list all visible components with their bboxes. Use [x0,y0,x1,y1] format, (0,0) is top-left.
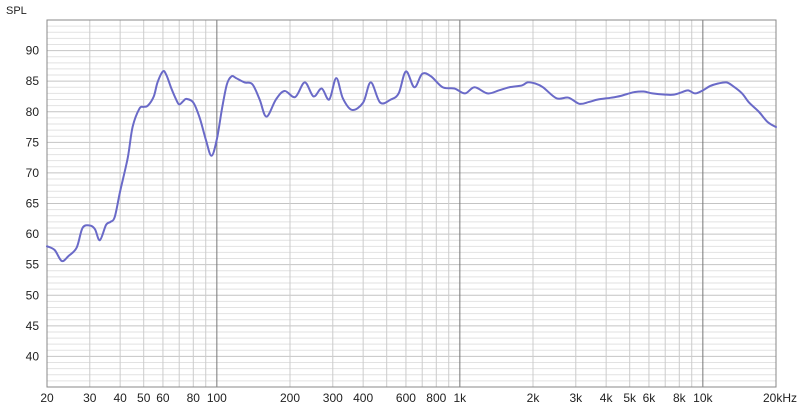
x-tick-label: 5k [623,391,637,405]
x-tick-label: 80 [187,391,201,405]
x-tick-label: 4k [600,391,614,405]
x-tick-label: 60 [156,391,170,405]
x-tick-label: 200 [280,391,300,405]
series-layer [46,70,777,263]
x-tick-label: 800 [426,391,446,405]
y-tick-label: 75 [26,135,40,149]
y-tick-label: 65 [26,197,40,211]
x-tick-label: 400 [353,391,373,405]
decade-gridlines [216,20,704,387]
y-axis-title: SPL [6,5,27,17]
y-tick-label: 50 [26,288,40,302]
x-tick-label: 40 [113,391,127,405]
x-tick-label: 600 [396,391,416,405]
x-tick-label: 20 [40,391,54,405]
y-tick-label: 60 [26,227,40,241]
x-tick-label: 100 [207,391,227,405]
y-tick-label: 80 [26,105,40,119]
plot-area-frame [46,19,777,388]
y-tick-label: 40 [26,349,40,363]
x-tick-label: 30 [83,391,97,405]
x-tick-label: 300 [323,391,343,405]
x-tick-label: 2k [527,391,541,405]
x-tick-label: 3k [569,391,583,405]
x-tick-label: 20kHz [763,391,797,405]
spl-curve [46,70,777,263]
x-tick-labels: 20 30 40 50 60 80 100 200 300 400 600 800 1k 2k 3k 4k 5k… [40,391,797,405]
x-tick-label: 8k [673,391,687,405]
x-tick-label: 6k [643,391,657,405]
y-tick-label: 90 [26,44,40,58]
y-tick-label: 70 [26,166,40,180]
y-tick-label: 45 [26,319,40,333]
x-tick-label: 10k [693,391,713,405]
y-tick-label: 85 [26,74,40,88]
y-tick-labels: 40 45 50 55 60 65 70 75 80 85 90 [26,44,40,364]
x-tick-label: 50 [137,391,151,405]
x-tick-label: 1k [454,391,468,405]
y-tick-label: 55 [26,258,40,272]
